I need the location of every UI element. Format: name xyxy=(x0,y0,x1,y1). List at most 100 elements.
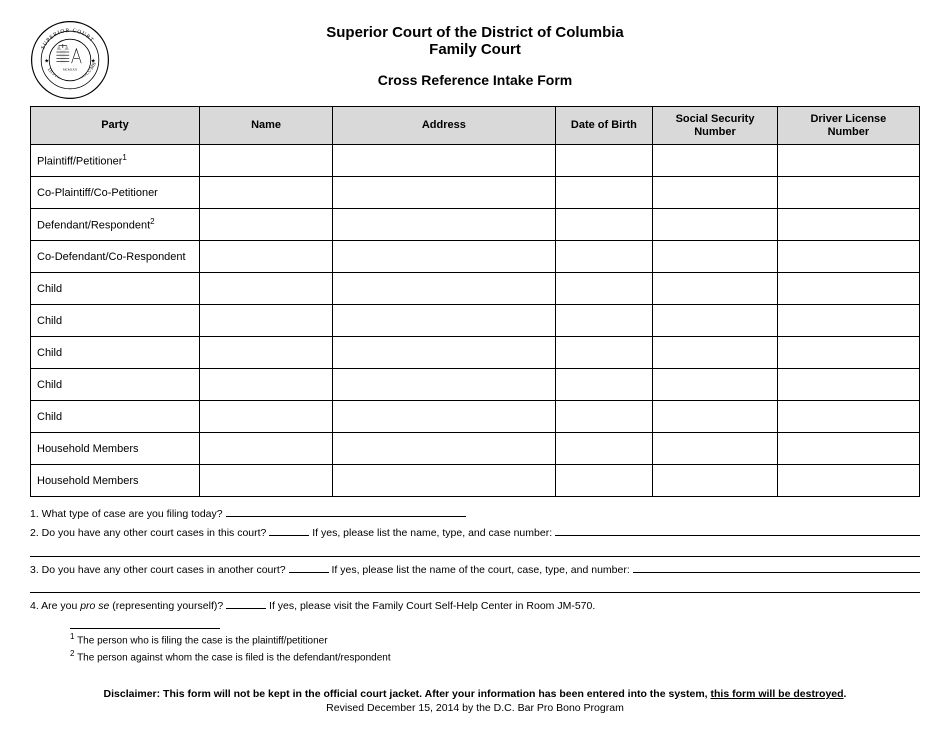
input-cell[interactable] xyxy=(555,465,653,497)
input-cell[interactable] xyxy=(653,433,777,465)
input-cell[interactable] xyxy=(555,273,653,305)
table-row: Defendant/Respondent2 xyxy=(31,209,920,241)
q4-tail: If yes, please visit the Family Court Se… xyxy=(269,600,595,612)
disclaimer-label: Disclaimer: xyxy=(104,688,161,700)
footnote-1: 1 The person who is filing the case is t… xyxy=(70,632,920,646)
input-cell[interactable] xyxy=(555,433,653,465)
input-cell[interactable] xyxy=(333,145,555,177)
input-cell[interactable] xyxy=(199,465,332,497)
input-cell[interactable] xyxy=(333,273,555,305)
party-cell: Child xyxy=(31,369,200,401)
input-cell[interactable] xyxy=(199,145,332,177)
input-cell[interactable] xyxy=(653,337,777,369)
input-cell[interactable] xyxy=(333,305,555,337)
footnote-2-text: The person against whom the case is file… xyxy=(77,653,391,664)
input-cell[interactable] xyxy=(653,241,777,273)
input-cell[interactable] xyxy=(777,241,919,273)
input-cell[interactable] xyxy=(653,145,777,177)
org-title-1: Superior Court of the District of Columb… xyxy=(110,24,840,41)
q1-text: 1. What type of case are you filing toda… xyxy=(30,508,223,520)
question-3: 3. Do you have any other court cases in … xyxy=(30,563,920,578)
table-row: Household Members xyxy=(31,433,920,465)
input-cell[interactable] xyxy=(653,369,777,401)
footnotes: 1 The person who is filing the case is t… xyxy=(70,628,920,664)
disclaimer: Disclaimer: This form will not be kept i… xyxy=(30,688,920,700)
input-cell[interactable] xyxy=(333,337,555,369)
input-cell[interactable] xyxy=(199,305,332,337)
input-cell[interactable] xyxy=(333,369,555,401)
input-cell[interactable] xyxy=(333,177,555,209)
q3-continuation-line[interactable] xyxy=(30,581,920,593)
col-header-2: Address xyxy=(333,107,555,145)
q2-lead: 2. Do you have any other court cases in … xyxy=(30,527,266,539)
input-cell[interactable] xyxy=(199,401,332,433)
q3-blank-line[interactable] xyxy=(633,563,920,573)
input-cell[interactable] xyxy=(653,177,777,209)
input-cell[interactable] xyxy=(555,241,653,273)
input-cell[interactable] xyxy=(555,145,653,177)
input-cell[interactable] xyxy=(199,337,332,369)
input-cell[interactable] xyxy=(333,241,555,273)
input-cell[interactable] xyxy=(555,401,653,433)
party-cell: Plaintiff/Petitioner1 xyxy=(31,145,200,177)
form-title: Cross Reference Intake Form xyxy=(110,72,840,88)
input-cell[interactable] xyxy=(555,305,653,337)
input-cell[interactable] xyxy=(199,177,332,209)
question-2: 2. Do you have any other court cases in … xyxy=(30,526,920,541)
input-cell[interactable] xyxy=(333,401,555,433)
input-cell[interactable] xyxy=(333,433,555,465)
input-cell[interactable] xyxy=(199,273,332,305)
input-cell[interactable] xyxy=(777,145,919,177)
intake-table: PartyNameAddressDate of BirthSocial Secu… xyxy=(30,106,920,497)
party-cell: Household Members xyxy=(31,465,200,497)
input-cell[interactable] xyxy=(555,337,653,369)
disclaimer-period: . xyxy=(844,688,847,700)
table-row: Child xyxy=(31,337,920,369)
table-body: Plaintiff/Petitioner1Co-Plaintiff/Co-Pet… xyxy=(31,145,920,497)
input-cell[interactable] xyxy=(555,177,653,209)
svg-text:★: ★ xyxy=(91,57,96,64)
col-header-0: Party xyxy=(31,107,200,145)
input-cell[interactable] xyxy=(777,273,919,305)
input-cell[interactable] xyxy=(777,209,919,241)
q4-blank-yn[interactable] xyxy=(226,599,266,609)
footnote-2: 2 The person against whom the case is fi… xyxy=(70,649,920,663)
input-cell[interactable] xyxy=(653,401,777,433)
input-cell[interactable] xyxy=(555,209,653,241)
input-cell[interactable] xyxy=(199,433,332,465)
court-seal-icon: SUPERIOR COURT DISTRICT OF COLUMBIA MCML… xyxy=(30,20,110,100)
input-cell[interactable] xyxy=(199,241,332,273)
footnote-rule xyxy=(70,628,220,629)
input-cell[interactable] xyxy=(555,369,653,401)
input-cell[interactable] xyxy=(333,209,555,241)
question-1: 1. What type of case are you filing toda… xyxy=(30,507,920,522)
table-row: Household Members xyxy=(31,465,920,497)
party-cell: Child xyxy=(31,337,200,369)
q3-blank-yn[interactable] xyxy=(289,563,329,573)
input-cell[interactable] xyxy=(777,337,919,369)
footnote-1-text: The person who is filing the case is the… xyxy=(77,635,328,646)
input-cell[interactable] xyxy=(777,401,919,433)
q1-blank[interactable] xyxy=(226,507,466,517)
party-cell: Co-Plaintiff/Co-Petitioner xyxy=(31,177,200,209)
input-cell[interactable] xyxy=(199,209,332,241)
input-cell[interactable] xyxy=(777,465,919,497)
input-cell[interactable] xyxy=(199,369,332,401)
input-cell[interactable] xyxy=(653,209,777,241)
input-cell[interactable] xyxy=(777,369,919,401)
input-cell[interactable] xyxy=(653,465,777,497)
q4-italic: pro se xyxy=(80,600,109,612)
input-cell[interactable] xyxy=(653,305,777,337)
q2-blank-yn[interactable] xyxy=(269,526,309,536)
input-cell[interactable] xyxy=(777,177,919,209)
revised-line: Revised December 15, 2014 by the D.C. Ba… xyxy=(30,702,920,714)
q2-blank-line[interactable] xyxy=(555,526,920,536)
input-cell[interactable] xyxy=(333,465,555,497)
input-cell[interactable] xyxy=(777,305,919,337)
disclaimer-underlined: this form will be destroyed xyxy=(711,688,844,700)
party-cell: Defendant/Respondent2 xyxy=(31,209,200,241)
input-cell[interactable] xyxy=(777,433,919,465)
q2-continuation-line[interactable] xyxy=(30,545,920,557)
table-row: Child xyxy=(31,369,920,401)
input-cell[interactable] xyxy=(653,273,777,305)
